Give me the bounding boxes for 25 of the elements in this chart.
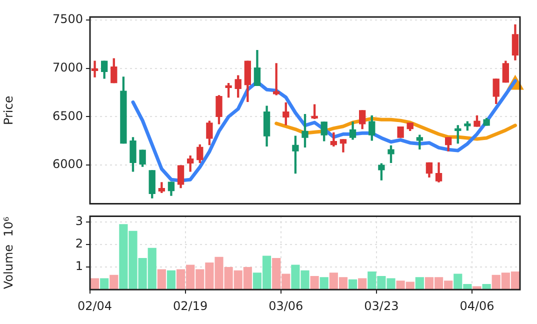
bar — [157, 269, 166, 290]
bar — [472, 286, 482, 290]
y-tick-label: 7000 — [52, 60, 83, 74]
x-tick-label: 02/04 — [77, 298, 112, 313]
bar — [348, 279, 358, 290]
y-tick-label: 1 — [75, 259, 83, 274]
bar — [100, 278, 109, 290]
bar — [358, 278, 367, 290]
bar — [415, 277, 424, 290]
bar — [166, 270, 176, 290]
bar — [320, 277, 328, 290]
y-tick-label: 3 — [75, 214, 83, 228]
x-tick-label: 04/06 — [460, 298, 494, 313]
candlestick — [91, 60, 98, 78]
bar — [310, 276, 319, 290]
y-tick-label: 7500 — [52, 12, 83, 26]
y-tick-label: 2 — [75, 236, 83, 251]
x-tick-label: 03/06 — [268, 298, 304, 313]
y-tick-label: 6500 — [52, 108, 83, 123]
y-tick-label: 6000 — [52, 157, 83, 172]
y-axis-title: Price — [1, 96, 16, 126]
y-axis-title: Volume 10⁶ — [1, 216, 16, 290]
x-tick-label: 03/23 — [364, 298, 399, 313]
x-tick-label: 02/19 — [173, 298, 208, 313]
bar — [110, 274, 118, 290]
